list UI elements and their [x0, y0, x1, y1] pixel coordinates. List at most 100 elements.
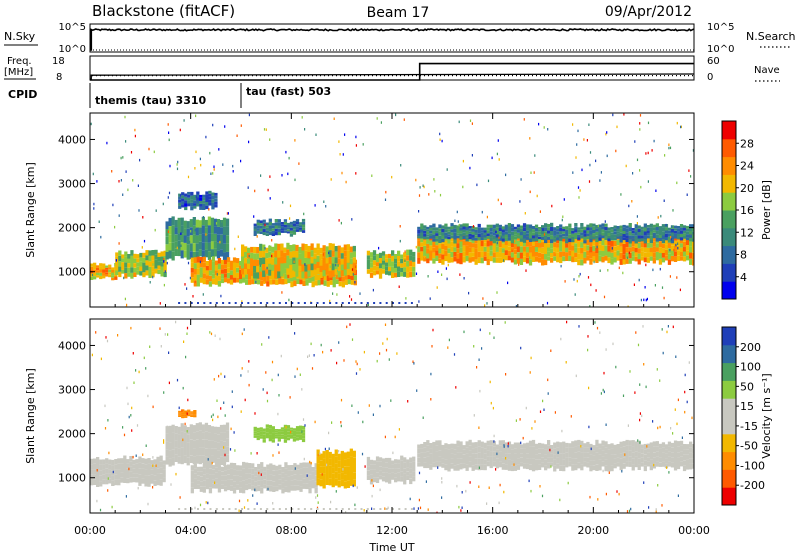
noise-cell: [635, 331, 637, 334]
noise-cell: [686, 193, 688, 196]
range-gate-cell: [139, 262, 143, 267]
range-gate-cell: [471, 237, 475, 241]
range-gate-cell: [349, 448, 353, 457]
range-gate-cell: [210, 225, 215, 234]
noise-cell: [600, 171, 602, 174]
noise-cell: [352, 273, 354, 276]
noise-cell: [180, 244, 182, 247]
range-gate-cell: [400, 471, 404, 477]
noise-cell: [278, 451, 280, 454]
range-gate-cell: [465, 447, 469, 454]
range-gate-cell: [423, 225, 427, 229]
range-gate-cell: [550, 449, 554, 454]
noise-cell: [606, 131, 608, 134]
noise-cell: [523, 118, 525, 121]
noise-cell: [570, 415, 572, 418]
range-gate-cell: [513, 244, 518, 250]
range-gate-cell: [102, 464, 106, 470]
range-gate-cell: [559, 453, 563, 460]
range-gate-cell: [280, 263, 284, 270]
y-tick-label: 3000: [58, 178, 86, 191]
range-gate-cell: [507, 459, 512, 465]
colorbar-tick-label: 15: [740, 400, 754, 413]
range-gate-cell: [417, 444, 421, 449]
range-gate-cell: [219, 457, 224, 465]
nave-tick-top: 60: [707, 56, 720, 67]
range-gate-cell: [108, 272, 112, 275]
range-gate-cell: [254, 481, 258, 487]
range-gate-cell: [456, 225, 460, 228]
range-gate-cell: [275, 476, 279, 482]
range-gate-cell: [268, 225, 272, 229]
range-gate-cell: [510, 231, 515, 236]
range-gate-cell: [210, 217, 215, 226]
range-gate-cell: [378, 268, 383, 274]
range-gate-cell: [208, 481, 213, 488]
range-gate-cell: [507, 250, 512, 256]
range-gate-cell: [251, 485, 255, 491]
range-gate-cell: [670, 447, 675, 453]
range-gate-cell: [256, 222, 260, 226]
range-gate-cell: [274, 232, 278, 236]
range-gate-cell: [242, 474, 246, 481]
range-gate-cell: [210, 433, 215, 441]
range-gate-cell: [111, 270, 115, 273]
noise-cell: [599, 269, 601, 272]
range-gate-cell: [640, 251, 644, 257]
range-gate-cell: [510, 236, 515, 242]
range-gate-cell: [583, 230, 587, 234]
noise-cell: [159, 327, 161, 330]
noise-cell: [219, 337, 221, 341]
range-gate-cell: [483, 453, 487, 460]
range-gate-cell: [308, 468, 312, 475]
noise-cell: [672, 432, 674, 435]
range-gate-cell: [462, 223, 466, 227]
range-gate-cell: [565, 442, 569, 448]
range-gate-cell: [610, 460, 614, 466]
noise-cell: [531, 427, 533, 430]
noise-cell: [587, 348, 589, 352]
range-gate-cell: [556, 452, 560, 458]
range-gate-cell: [239, 274, 243, 279]
range-gate-cell: [147, 458, 151, 464]
noise-cell: [400, 164, 402, 167]
range-gate-cell: [394, 272, 398, 278]
range-gate-cell: [274, 257, 278, 265]
noise-cell: [496, 452, 498, 456]
range-gate-cell: [307, 258, 311, 265]
range-gate-cell: [280, 226, 285, 229]
range-gate-cell: [378, 273, 383, 279]
range-gate-cell: [525, 230, 530, 234]
noise-cell: [322, 253, 324, 256]
range-gate-cell: [447, 238, 451, 244]
range-gate-cell: [301, 271, 305, 279]
range-gate-cell: [495, 246, 499, 252]
range-gate-cell: [634, 462, 638, 468]
range-gate-cell: [550, 453, 554, 458]
range-gate-cell: [550, 239, 554, 244]
noise-cell: [162, 202, 164, 206]
cpid-label: CPID: [8, 88, 37, 101]
range-gate-cell: [310, 243, 314, 251]
range-gate-cell: [394, 254, 398, 259]
range-gate-cell: [99, 275, 103, 280]
range-gate-cell: [196, 475, 200, 481]
noise-cell: [630, 507, 632, 511]
range-gate-cell: [406, 475, 410, 480]
range-gate-cell: [661, 461, 666, 467]
range-gate-cell: [604, 447, 608, 454]
range-gate-cell: [409, 457, 413, 463]
range-gate-cell: [192, 243, 196, 252]
range-gate-cell: [208, 487, 213, 494]
range-gate-cell: [462, 245, 466, 252]
noise-cell: [163, 257, 165, 261]
range-gate-cell: [510, 455, 515, 461]
range-gate-cell: [259, 434, 263, 437]
range-gate-cell: [426, 451, 430, 457]
noise-cell: [372, 288, 374, 292]
range-gate-cell: [256, 230, 260, 234]
range-gate-cell: [604, 250, 608, 256]
range-gate-cell: [486, 230, 490, 234]
noise-cell: [355, 372, 358, 375]
